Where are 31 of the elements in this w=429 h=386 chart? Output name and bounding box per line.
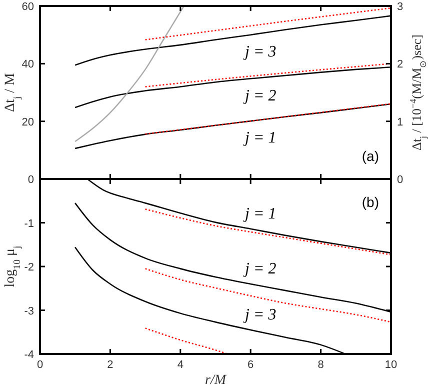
line-series: [144, 208, 392, 256]
y2-tick-label: 1: [397, 116, 404, 128]
annotation: (a): [362, 148, 379, 164]
y2-tick-label: 2: [397, 58, 404, 71]
series-label: j = 2: [242, 260, 276, 278]
x-tick-label: 6: [248, 359, 254, 371]
series-label: j = 3: [242, 43, 276, 60]
x-tick-label: 8: [318, 359, 324, 371]
x-tick-label: 2: [107, 359, 114, 371]
x-axis-title: r/M: [205, 373, 228, 386]
series-label: j = 1: [242, 205, 276, 222]
x-tick-label: 10: [384, 359, 398, 371]
line-series: [144, 7, 392, 40]
y-tick-label: -4: [24, 349, 34, 361]
series-label: j = 3: [242, 306, 276, 324]
y-tick-label: -1: [24, 218, 34, 230]
y-tick-label: 40: [22, 58, 34, 71]
line-series: [144, 328, 228, 355]
y-tick-label: -3: [24, 305, 34, 318]
y-tick-label: 60: [22, 1, 34, 13]
line-series: [74, 5, 185, 142]
y-tick-label: 0: [28, 174, 34, 186]
y-tick-label: -2: [24, 262, 34, 274]
series-label: j = 1: [242, 130, 276, 147]
y2-tick-label: 3: [397, 1, 404, 13]
x-tick-label: 4: [177, 359, 184, 371]
y-tick-label: 20: [22, 116, 34, 128]
y2-tick-label: 0: [397, 174, 404, 186]
annotation: (b): [362, 194, 379, 210]
series-label: j = 2: [242, 87, 276, 104]
x-tick-label: 0: [36, 359, 44, 371]
